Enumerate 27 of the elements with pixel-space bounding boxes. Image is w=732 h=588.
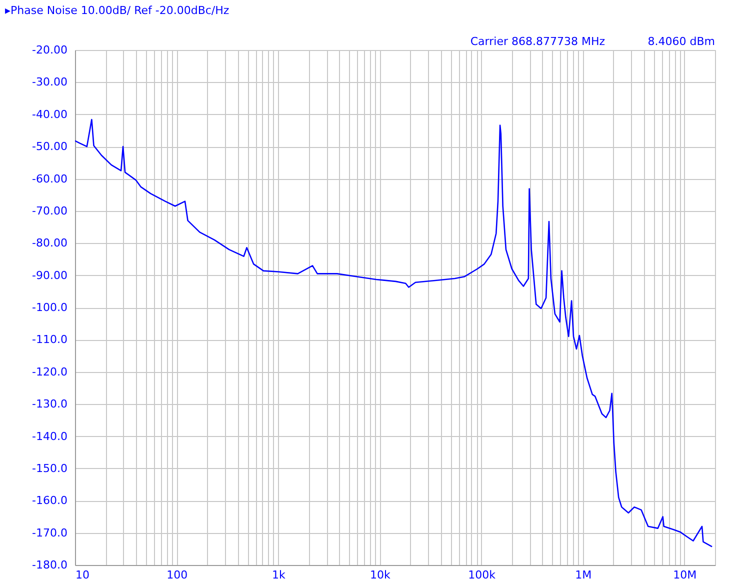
y-tick-label: -90.00 [32,268,68,282]
y-tick-label: -120.0 [32,365,68,378]
x-tick-label: 1k [272,568,286,582]
y-tick-label: -130.0 [32,398,68,411]
x-tick-label: 10 [76,568,90,582]
x-tick-label: 100 [166,568,188,582]
y-tick-label: -100.0 [32,301,68,314]
y-tick-label: -80.00 [32,236,68,250]
y-tick-label: -180.0 [32,558,68,572]
text: 8.4060 dBm [648,35,715,48]
chart-title: ▸Phase Noise 10.00dB/ Ref -20.00dBc/Hz [5,4,230,17]
y-tick-label: -150.0 [32,462,68,475]
text: Carrier 868.877738 MHz [470,35,606,48]
x-tick-label: 10M [673,568,697,582]
y-tick-label: -30.00 [32,76,68,89]
x-tick-label: 10k [370,568,392,582]
y-tick-label: -40.00 [32,108,68,121]
x-tick-label: 100k [468,568,496,582]
x-tick-label: 1M [575,568,592,582]
y-tick-label: -110.0 [32,333,68,346]
y-tick-label: -160.0 [32,494,68,508]
y-tick-label: -170.0 [32,526,68,540]
y-tick-label: -140.0 [32,430,68,443]
y-tick-label: -20.00 [32,44,68,56]
y-tick-label: -60.00 [32,172,68,186]
y-tick-label: -70.00 [32,204,68,218]
y-tick-label: -50.00 [32,140,68,154]
